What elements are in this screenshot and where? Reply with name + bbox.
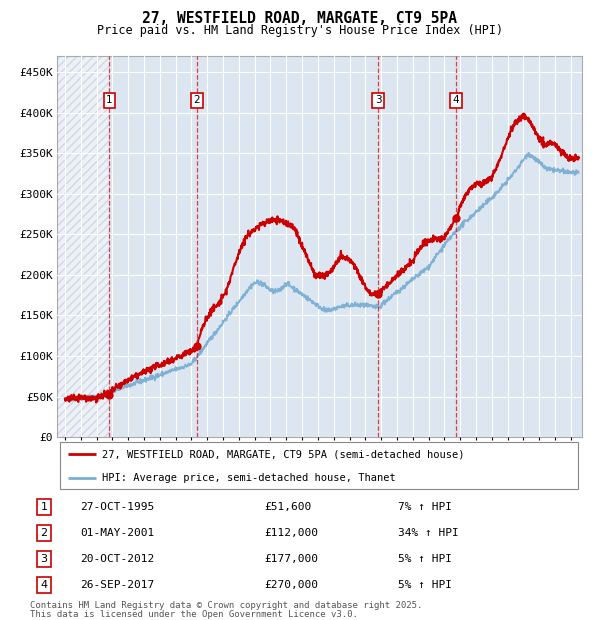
Text: Price paid vs. HM Land Registry's House Price Index (HPI): Price paid vs. HM Land Registry's House … [97,24,503,37]
Text: 3: 3 [374,95,382,105]
Text: 7% ↑ HPI: 7% ↑ HPI [398,502,452,512]
Text: 5% ↑ HPI: 5% ↑ HPI [398,580,452,590]
Text: £177,000: £177,000 [265,554,319,564]
Text: 3: 3 [40,554,47,564]
Text: 27-OCT-1995: 27-OCT-1995 [80,502,154,512]
Text: 4: 4 [452,95,459,105]
Text: 27, WESTFIELD ROAD, MARGATE, CT9 5PA (semi-detached house): 27, WESTFIELD ROAD, MARGATE, CT9 5PA (se… [101,450,464,459]
Text: £51,600: £51,600 [265,502,311,512]
Text: 1: 1 [106,95,113,105]
Text: 34% ↑ HPI: 34% ↑ HPI [398,528,459,538]
Text: 20-OCT-2012: 20-OCT-2012 [80,554,154,564]
FancyBboxPatch shape [59,442,578,489]
Text: 01-MAY-2001: 01-MAY-2001 [80,528,154,538]
Text: 27, WESTFIELD ROAD, MARGATE, CT9 5PA: 27, WESTFIELD ROAD, MARGATE, CT9 5PA [143,11,458,25]
Text: 5% ↑ HPI: 5% ↑ HPI [398,554,452,564]
Bar [57,56,109,437]
Text: 4: 4 [40,580,47,590]
Text: 2: 2 [193,95,200,105]
Text: 26-SEP-2017: 26-SEP-2017 [80,580,154,590]
Text: HPI: Average price, semi-detached house, Thanet: HPI: Average price, semi-detached house,… [101,473,395,484]
Text: 1: 1 [40,502,47,512]
Text: This data is licensed under the Open Government Licence v3.0.: This data is licensed under the Open Gov… [30,610,358,619]
Text: £112,000: £112,000 [265,528,319,538]
Text: £270,000: £270,000 [265,580,319,590]
Text: 2: 2 [40,528,47,538]
Text: Contains HM Land Registry data © Crown copyright and database right 2025.: Contains HM Land Registry data © Crown c… [30,601,422,611]
